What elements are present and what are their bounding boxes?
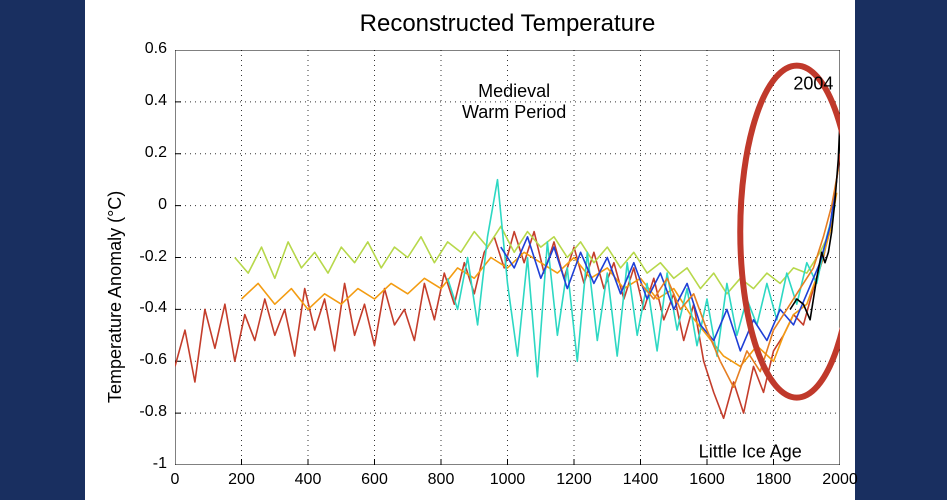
xtick-600: 600 <box>361 471 388 489</box>
xtick-800: 800 <box>428 471 455 489</box>
xtick-1400: 1400 <box>623 471 659 489</box>
chart-title: Reconstructed Temperature <box>175 10 840 38</box>
ytick--0.6: -0.6 <box>139 351 167 369</box>
xtick-1200: 1200 <box>556 471 592 489</box>
ytick--1: -1 <box>153 455 167 473</box>
annotation-medieval: Medieval Warm Period <box>462 81 566 123</box>
xtick-0: 0 <box>171 471 180 489</box>
xtick-1600: 1600 <box>689 471 725 489</box>
annotation-yr2004: 2004 <box>793 73 833 94</box>
ytick-0.4: 0.4 <box>145 92 167 110</box>
xtick-1800: 1800 <box>756 471 792 489</box>
y-axis-label: Temperature Anomaly (°C) <box>105 71 126 403</box>
xtick-1000: 1000 <box>490 471 526 489</box>
series-reconstruction-orange <box>242 193 837 367</box>
ytick--0.4: -0.4 <box>139 299 167 317</box>
ytick-0: 0 <box>158 196 167 214</box>
ytick--0.8: -0.8 <box>139 403 167 421</box>
ytick--0.2: -0.2 <box>139 248 167 266</box>
xtick-2000: 2000 <box>822 471 858 489</box>
series-reconstruction-blue <box>501 180 837 351</box>
xtick-400: 400 <box>295 471 322 489</box>
ytick-0.6: 0.6 <box>145 40 167 58</box>
ytick-0.2: 0.2 <box>145 144 167 162</box>
xtick-200: 200 <box>228 471 255 489</box>
annotation-lia: Little Ice Age <box>699 442 802 463</box>
